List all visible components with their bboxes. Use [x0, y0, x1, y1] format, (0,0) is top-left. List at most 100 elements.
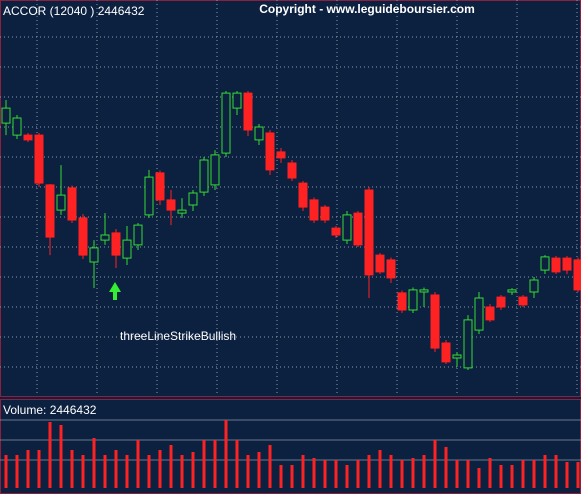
volume-bar — [554, 455, 558, 488]
candle-body — [34, 134, 44, 184]
candle-body — [573, 259, 581, 291]
volume-bar — [444, 447, 448, 488]
candle-body — [397, 292, 407, 311]
volume-bar — [70, 450, 74, 488]
candle-body — [89, 247, 99, 263]
candle-body — [331, 227, 341, 236]
candle-body — [540, 256, 550, 271]
candle-body — [210, 154, 220, 186]
volume-bar — [169, 445, 173, 488]
volume-bar — [235, 440, 239, 488]
candle-body — [562, 257, 572, 271]
annotation: threeLineStrikeBullish — [120, 329, 236, 343]
copyright: Copyright - www.leguideboursier.com — [259, 2, 475, 16]
candle-body — [56, 194, 66, 211]
candle-body — [364, 189, 374, 276]
candle-body — [474, 297, 484, 331]
candle-body — [353, 212, 363, 246]
candle-body — [276, 151, 286, 159]
volume-bar — [543, 455, 547, 488]
candle-body — [188, 192, 198, 206]
volume-bar — [301, 455, 305, 488]
volume-bar — [180, 455, 184, 488]
volume-bar — [147, 455, 151, 488]
volume-bar — [312, 458, 316, 488]
volume-bar — [455, 460, 459, 488]
candle-body — [100, 234, 110, 241]
candle-body — [265, 132, 275, 171]
candle-body — [12, 117, 22, 136]
chart-title: ACCOR (12040 ) 2446432 — [3, 4, 145, 18]
candle-body — [507, 289, 517, 293]
volume-bar — [422, 455, 426, 488]
candle-body — [78, 217, 88, 256]
candle-body — [1, 107, 11, 124]
volume-bar — [257, 452, 261, 488]
candle-body — [529, 279, 539, 293]
candle-body — [375, 254, 385, 273]
volume-bar — [202, 440, 206, 488]
signal-arrow — [109, 282, 121, 300]
candle-body — [485, 306, 495, 321]
volume-bar — [125, 455, 129, 488]
candle-body — [452, 354, 462, 359]
candle-body — [122, 239, 132, 259]
volume-bar — [466, 460, 470, 488]
volume-bar — [48, 422, 52, 488]
candle-body — [166, 199, 176, 211]
candle-body — [23, 134, 33, 141]
volume-bar — [334, 460, 338, 488]
volume-bar — [158, 450, 162, 488]
volume-bar — [510, 465, 514, 488]
price-panel — [0, 0, 581, 397]
volume-bar — [389, 455, 393, 488]
volume-bar — [268, 445, 272, 488]
volume-bar — [279, 465, 283, 488]
candle-body — [551, 257, 561, 273]
volume-bar — [114, 450, 118, 488]
volume-bar — [356, 460, 360, 488]
volume-bar — [378, 450, 382, 488]
candle-body — [342, 214, 352, 241]
candle-body — [386, 259, 396, 279]
candle-body — [254, 126, 264, 141]
candle-body — [518, 296, 528, 306]
candle-body — [221, 92, 231, 154]
volume-label: Volume: 2446432 — [3, 403, 97, 417]
candle-body — [463, 319, 473, 369]
candle-body — [67, 187, 77, 221]
candle-body — [441, 342, 451, 363]
candle-body — [45, 184, 55, 238]
volume-bar — [26, 450, 30, 488]
candle-body — [408, 289, 418, 311]
volume-bar — [92, 438, 96, 488]
volume-bar — [477, 468, 481, 488]
volume-bar — [499, 465, 503, 488]
candle-body — [144, 176, 154, 216]
volume-bar — [521, 460, 525, 488]
candle-body — [155, 172, 165, 201]
volume-bar — [576, 462, 580, 488]
candle-body — [243, 92, 253, 131]
candle-body — [199, 159, 209, 193]
volume-bar — [565, 462, 569, 488]
volume-bar — [213, 440, 217, 488]
volume-bar — [191, 452, 195, 488]
candle-body — [496, 296, 506, 308]
volume-bar — [323, 460, 327, 488]
volume-bar — [246, 455, 250, 488]
volume-bar — [433, 440, 437, 488]
candle-body — [430, 294, 440, 349]
volume-bar — [411, 458, 415, 488]
volume-bar — [532, 460, 536, 488]
volume-bar — [290, 465, 294, 488]
candle-body — [419, 289, 429, 293]
volume-bar — [400, 460, 404, 488]
candle-body — [232, 92, 242, 109]
candle-body — [133, 224, 143, 246]
candle-body — [320, 206, 330, 221]
candle-body — [177, 209, 187, 214]
volume-bar — [103, 455, 107, 488]
candle-body — [309, 199, 319, 221]
